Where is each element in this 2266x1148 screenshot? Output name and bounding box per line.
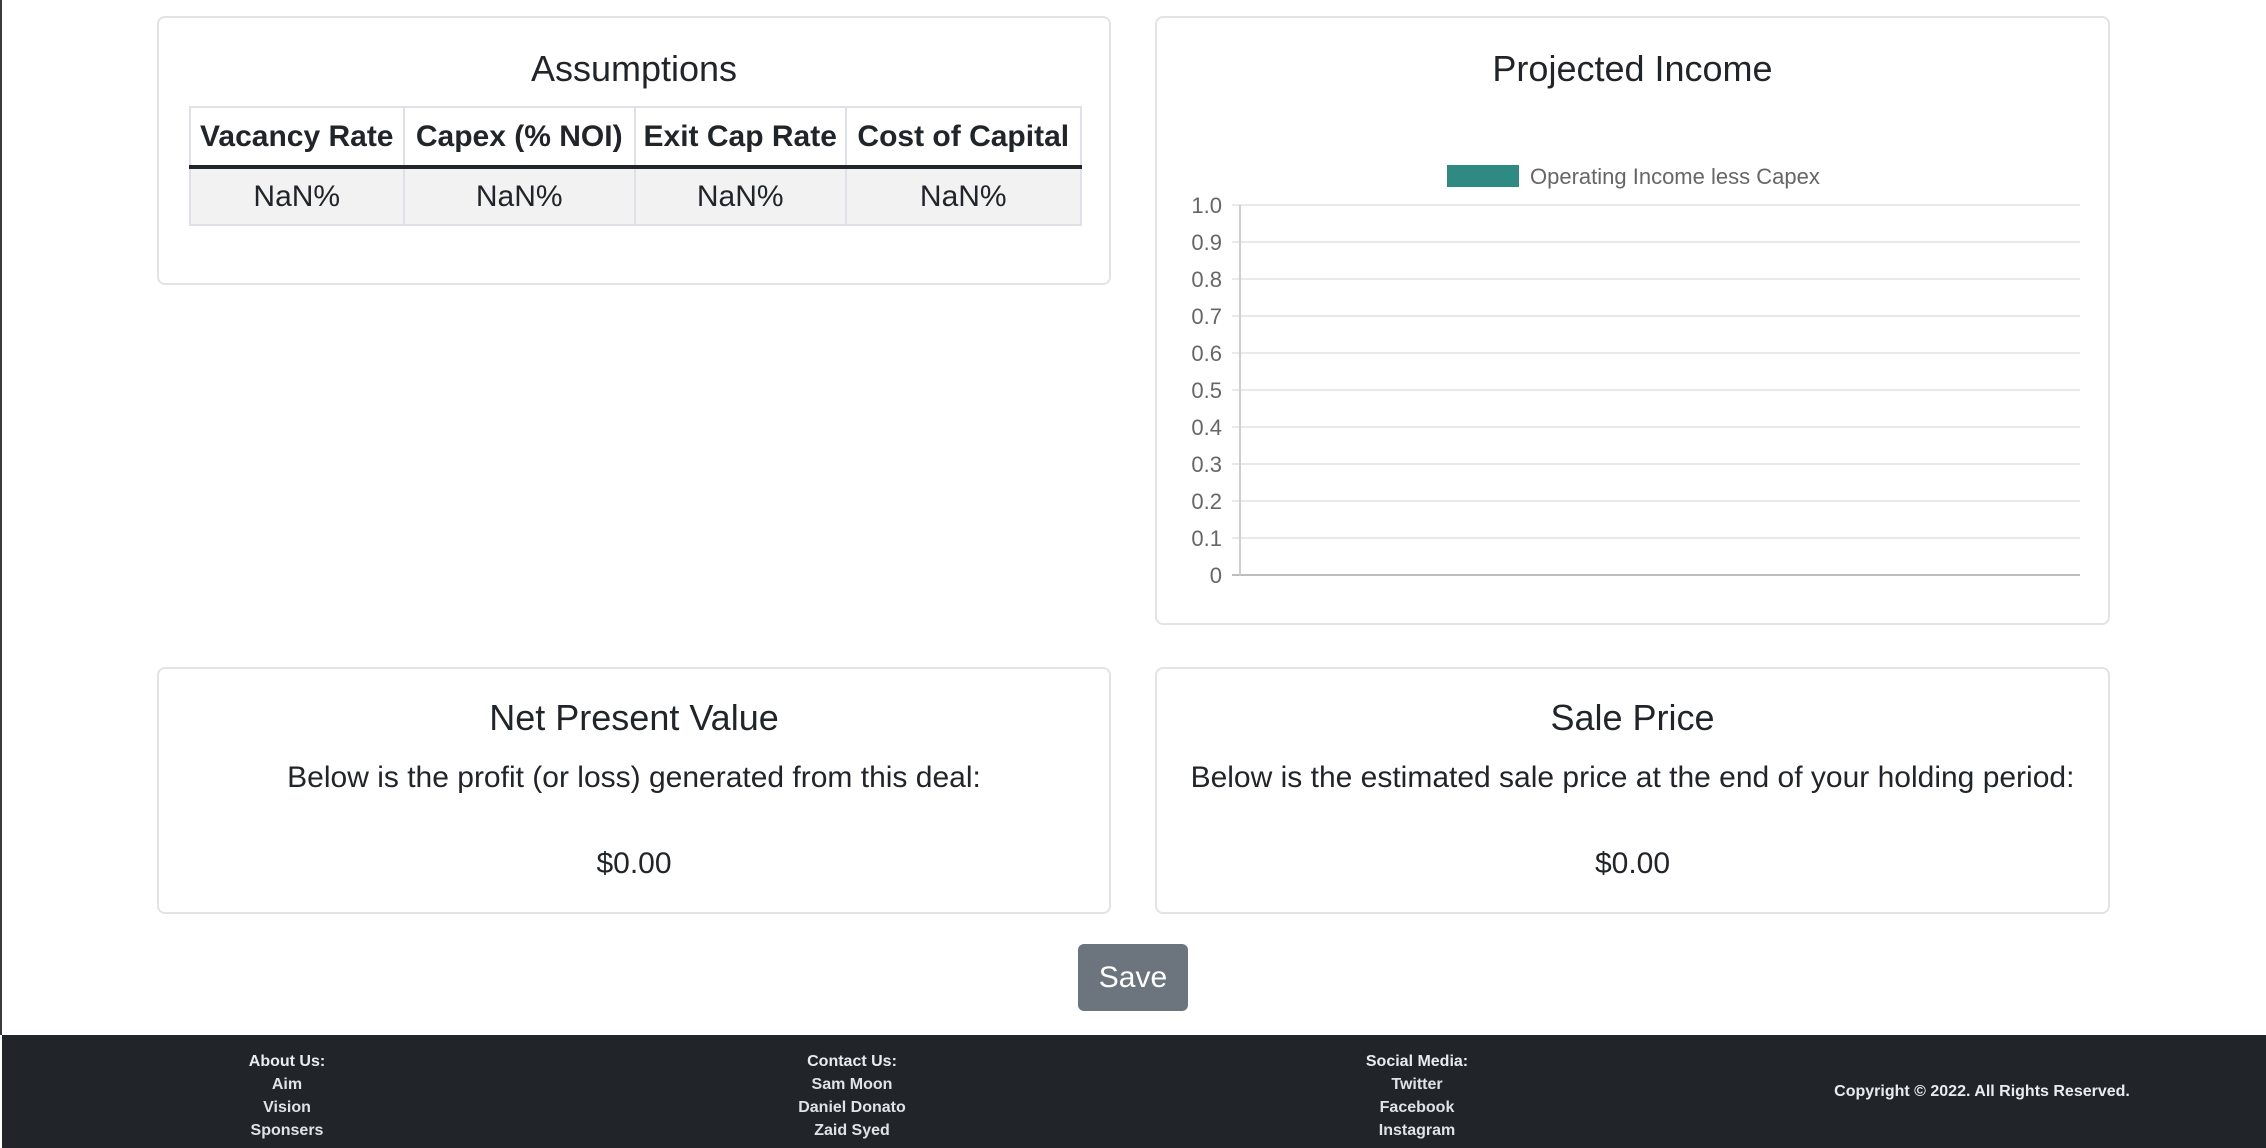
- value-vacancy-rate: NaN%: [189, 166, 405, 226]
- y-tick-label: 0.2: [1191, 489, 1222, 514]
- projected-income-card: Projected Income Operating Income less C…: [1155, 16, 2110, 625]
- footer-social-section: Social Media: Twitter Facebook Instagram: [1357, 1050, 1477, 1142]
- value-exit-cap-rate: NaN%: [633, 166, 847, 226]
- legend-swatch-operating-income[interactable]: [1447, 165, 1519, 187]
- table-row: NaN% NaN% NaN% NaN%: [189, 166, 1083, 226]
- projected-income-title: Projected Income: [1492, 48, 1773, 89]
- y-tick-label: 0.7: [1191, 304, 1222, 329]
- footer-link-facebook[interactable]: Facebook: [1379, 1099, 1455, 1116]
- footer-link-sponsers[interactable]: Sponsers: [250, 1122, 324, 1139]
- header-capex: Capex (% NOI): [402, 106, 636, 169]
- y-tick-label: 0.1: [1191, 526, 1222, 551]
- footer: About Us: Aim Vision Sponsers Contact Us…: [2, 1035, 2266, 1148]
- y-tick-label: 0.8: [1191, 267, 1222, 292]
- npv-value: $0.00: [596, 847, 672, 880]
- y-tick-label: 0.3: [1191, 452, 1222, 477]
- value-capex: NaN%: [402, 166, 636, 226]
- save-button[interactable]: Save: [1078, 944, 1188, 1011]
- assumptions-title: Assumptions: [530, 48, 738, 89]
- y-tick-label: 1.0: [1191, 193, 1222, 218]
- value-cost-of-capital: NaN%: [844, 166, 1083, 226]
- table-header-row: Vacancy Rate Capex (% NOI) Exit Cap Rate…: [189, 106, 1083, 169]
- footer-contact-heading: Contact Us:: [807, 1053, 897, 1070]
- sale-price-card: Sale Price Below is the estimated sale p…: [1155, 667, 2110, 914]
- window-edge: [0, 0, 2, 1035]
- footer-about-heading: About Us:: [248, 1053, 326, 1070]
- footer-link-aim[interactable]: Aim: [271, 1076, 303, 1093]
- net-present-value-card: Net Present Value Below is the profit (o…: [157, 667, 1111, 914]
- header-vacancy-rate: Vacancy Rate: [189, 106, 405, 169]
- footer-copyright: Copyright © 2022. All Rights Reserved.: [1834, 1083, 2130, 1100]
- y-tick-label: 0.5: [1191, 378, 1222, 403]
- sale-price-title: Sale Price: [1550, 697, 1715, 738]
- npv-description: Below is the profit (or loss) generated …: [287, 761, 981, 794]
- footer-contact-daniel-donato[interactable]: Daniel Donato: [798, 1099, 906, 1116]
- npv-title: Net Present Value: [489, 697, 779, 738]
- y-tick-label: 0.6: [1191, 341, 1222, 366]
- footer-social-heading: Social Media:: [1365, 1053, 1469, 1070]
- header-exit-cap-rate: Exit Cap Rate: [633, 106, 847, 169]
- footer-link-twitter[interactable]: Twitter: [1391, 1076, 1443, 1093]
- y-tick-label: 0: [1210, 563, 1222, 588]
- header-cost-of-capital: Cost of Capital: [844, 106, 1083, 169]
- sale-price-description: Below is the estimated sale price at the…: [1190, 761, 2075, 794]
- y-tick-label: 0.4: [1191, 415, 1222, 440]
- projected-income-chart: Operating Income less Capex 0 0.1 0.2 0.3 0.…: [1191, 164, 2080, 588]
- footer-contact-section: Contact Us: Sam Moon Daniel Donato Zaid …: [792, 1050, 912, 1142]
- assumptions-card: Assumptions Vacancy Rate Capex (% NOI) E…: [157, 16, 1111, 285]
- footer-contact-sam-moon[interactable]: Sam Moon: [811, 1076, 893, 1093]
- y-tick-label: 0.9: [1191, 230, 1222, 255]
- sale-price-value: $0.00: [1594, 847, 1671, 880]
- assumptions-table: Vacancy Rate Capex (% NOI) Exit Cap Rate…: [189, 106, 1083, 226]
- footer-link-instagram[interactable]: Instagram: [1378, 1122, 1456, 1139]
- footer-link-vision[interactable]: Vision: [263, 1099, 311, 1116]
- legend-label-operating-income[interactable]: Operating Income less Capex: [1530, 164, 1820, 189]
- footer-about-section: About Us: Aim Vision Sponsers: [232, 1050, 342, 1142]
- footer-contact-zaid-syed[interactable]: Zaid Syed: [814, 1122, 890, 1139]
